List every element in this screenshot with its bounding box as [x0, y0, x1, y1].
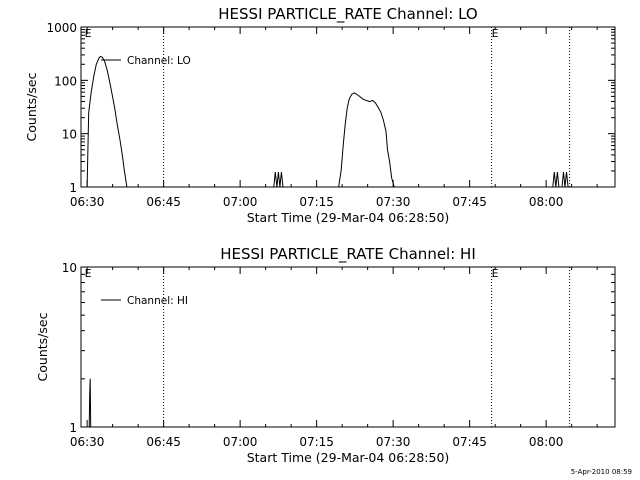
x-tick-label: 07:00	[223, 195, 258, 209]
flag-label: E	[492, 267, 499, 280]
y-tick-label: 10	[62, 128, 77, 142]
flag-label: E	[492, 27, 499, 40]
x-tick-label: 06:45	[146, 435, 181, 449]
series-line-segment	[552, 172, 560, 188]
legend-label: Channel: LO	[127, 55, 191, 67]
series-line-segment	[561, 172, 569, 188]
footer-timestamp: 5-Apr-2010 08:59	[570, 468, 632, 476]
x-tick-label: 06:30	[70, 435, 105, 449]
x-tick-label: 07:30	[376, 435, 411, 449]
x-axis-label: Start Time (29-Mar-04 06:28:50)	[247, 210, 450, 225]
x-tick-label: 07:15	[299, 435, 334, 449]
chart-title: HESSI PARTICLE_RATE Channel: LO	[218, 5, 477, 24]
y-tick-label: 1	[69, 421, 77, 435]
y-tick-label: 100	[54, 74, 77, 88]
y-axis-label: Counts/sec	[24, 72, 39, 141]
legend-label: Channel: HI	[127, 295, 188, 307]
y-tick-label: 10	[62, 261, 77, 275]
y-tick-label: 1	[69, 181, 77, 195]
x-tick-label: 06:30	[70, 195, 105, 209]
x-tick-label: 07:30	[376, 195, 411, 209]
x-tick-label: 07:45	[452, 435, 487, 449]
x-tick-label: 07:15	[299, 195, 334, 209]
x-tick-label: 08:00	[529, 195, 564, 209]
plot-frame	[80, 266, 616, 428]
chart-title: HESSI PARTICLE_RATE Channel: HI	[220, 245, 476, 264]
plot-frame	[80, 26, 616, 188]
x-tick-label: 08:00	[529, 435, 564, 449]
y-axis-label: Counts/sec	[35, 312, 50, 381]
chart-panel-2: HESSI PARTICLE_RATE Channel: HI 06:30 06:4…	[35, 245, 616, 465]
x-tick-label: 07:45	[452, 195, 487, 209]
x-tick-label: 06:45	[146, 195, 181, 209]
y-tick-label: 1000	[46, 21, 77, 35]
series-line-segment	[338, 92, 395, 188]
series-line-segment	[88, 378, 92, 428]
flag-label: E	[85, 267, 92, 280]
series-line-segment	[86, 55, 128, 188]
x-tick-label: 07:00	[223, 435, 258, 449]
series-line-segment	[273, 172, 284, 188]
chart-panel-1: HESSI PARTICLE_RATE Channel: LO 06:30 06:4…	[24, 5, 616, 225]
flag-label: E	[85, 27, 92, 40]
x-axis-label: Start Time (29-Mar-04 06:28:50)	[247, 450, 450, 465]
